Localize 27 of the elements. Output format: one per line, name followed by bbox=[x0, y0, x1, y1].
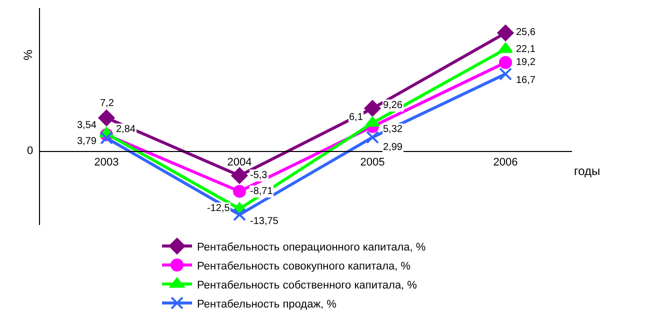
data-label: 19,2 bbox=[516, 57, 536, 68]
legend-label: Рентабельность продаж, % bbox=[197, 298, 337, 310]
data-label: -8,71 bbox=[250, 186, 274, 197]
data-label: -13,75 bbox=[250, 216, 279, 227]
data-label: 5,32 bbox=[383, 124, 403, 135]
legend-label: Рентабельность собственного капитала, % bbox=[197, 279, 418, 292]
data-label: 2,99 bbox=[383, 142, 403, 153]
data-label: 22,1 bbox=[516, 44, 536, 55]
legend-label: Рентабельность совокупного капитала, % bbox=[197, 260, 411, 272]
data-label: 2,84 bbox=[116, 124, 136, 135]
x-tick-label: 2003 bbox=[94, 156, 119, 168]
data-label: 6,1 bbox=[349, 112, 364, 123]
data-label: 16,7 bbox=[516, 75, 536, 86]
x-tick-label: 2005 bbox=[360, 156, 385, 168]
data-label: 25,6 bbox=[516, 27, 536, 38]
data-label: 9,26 bbox=[383, 100, 403, 111]
data-label: -12,5 bbox=[207, 203, 230, 214]
text: 0 bbox=[27, 145, 34, 157]
data-label: 3,54 bbox=[77, 120, 97, 131]
legend-label: Рентабельность операционного капитала, % bbox=[197, 241, 426, 254]
x-tick-label: 2006 bbox=[493, 156, 518, 168]
y-axis-title: % bbox=[21, 49, 36, 60]
data-label: -5,3 bbox=[250, 170, 268, 181]
x-tick-label: 2004 bbox=[227, 156, 252, 168]
x-axis-title: годы bbox=[574, 164, 600, 178]
data-label: 7,2 bbox=[100, 98, 114, 109]
data-label: 3,79 bbox=[77, 136, 97, 147]
